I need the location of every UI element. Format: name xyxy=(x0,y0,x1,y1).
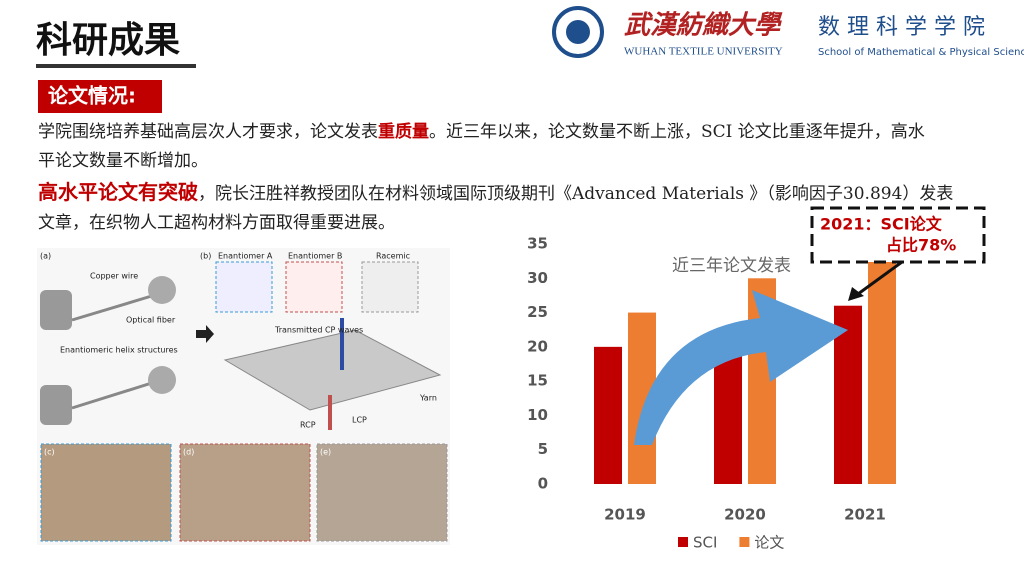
figure-label: Enantiomer B xyxy=(288,252,342,261)
y-tick-label: 25 xyxy=(527,303,548,321)
logo-core xyxy=(566,20,590,44)
figure-label: (e) xyxy=(320,448,331,457)
figure-label: Yarn xyxy=(419,394,437,403)
motor xyxy=(40,290,72,330)
trend-arrow xyxy=(634,290,848,445)
annotation-arrow xyxy=(857,260,903,296)
annotation: 占比78% xyxy=(886,236,956,255)
y-tick-label: 15 xyxy=(527,372,548,390)
figure-label: (a) xyxy=(40,252,51,261)
annotation: 2021：SCI论文 xyxy=(820,215,943,234)
figure-label: Copper wire xyxy=(90,272,138,281)
y-tick-label: 35 xyxy=(527,235,548,253)
figure-label: Enantiomeric helix structures xyxy=(60,346,178,355)
text: ，院长汪胜祥教授团队在材料领域国际顶级期刊《Advanced Materials… xyxy=(38,184,954,233)
y-tick-label: 0 xyxy=(538,475,548,493)
bar xyxy=(868,257,896,484)
section-box xyxy=(38,80,162,113)
photo xyxy=(40,443,172,542)
school-cn: 数 理 科 学 学 院 xyxy=(818,15,985,40)
y-tick-label: 10 xyxy=(527,406,548,424)
highlight: 高水平论文有突破 xyxy=(38,180,198,204)
figure-label: (b) xyxy=(200,252,211,261)
text: 。近三年以来，论文数量不断上涨，SCI 论文比重逐年提升，高水平论文数量不断增加… xyxy=(38,122,925,171)
panel xyxy=(215,261,273,313)
figure: (a) (b) Copper wire Optical fiber Enanti… xyxy=(37,248,450,545)
paragraph: 学院围绕培养基础高层次人才要求，论文发表重质量。近三年以来，论文数量不断上涨，S… xyxy=(38,118,938,176)
spool xyxy=(148,366,176,394)
figure-label: Optical fiber xyxy=(126,316,176,325)
y-tick-label: 30 xyxy=(527,269,548,287)
figure-label: Enantiomer A xyxy=(218,252,273,261)
legend-label: SCI xyxy=(693,534,717,552)
paragraph: 高水平论文有突破，院长汪胜祥教授团队在材料领域国际顶级期刊《Advanced M… xyxy=(38,178,958,238)
annotation-box xyxy=(810,206,986,264)
highlight: 重质量 xyxy=(378,122,429,142)
x-tick-label: 2019 xyxy=(604,506,646,524)
legend-swatch xyxy=(678,537,688,547)
text: 学院围绕培养基础高层次人才要求，论文发表 xyxy=(38,122,378,142)
y-tick-label: 5 xyxy=(538,440,548,458)
university-cn: 武漢紡織大學 xyxy=(624,11,783,41)
legend-swatch xyxy=(739,537,750,547)
photo xyxy=(179,443,311,542)
figure-label: Transmitted CP waves xyxy=(274,326,363,335)
panel xyxy=(285,261,343,313)
photo xyxy=(316,443,448,542)
motor xyxy=(40,385,72,425)
title: 科研成果 xyxy=(36,20,180,61)
helix xyxy=(71,293,156,322)
school-en: School of Mathematical & Physical Scienc… xyxy=(818,47,1024,58)
figure-label: (d) xyxy=(183,448,194,457)
figure-label: Racemic xyxy=(376,252,410,261)
helix xyxy=(71,380,156,410)
x-tick-label: 2020 xyxy=(724,506,766,524)
bar xyxy=(594,346,622,484)
title-underline xyxy=(36,64,196,68)
arrow xyxy=(196,325,214,343)
figure-label: RCP xyxy=(300,421,316,430)
university-en: WUHAN TEXTILE UNIVERSITY xyxy=(624,46,783,58)
figure-label: LCP xyxy=(352,416,367,425)
fabric xyxy=(223,329,442,411)
annotation-arrowhead xyxy=(848,287,864,301)
spool xyxy=(148,276,176,304)
section-label: 论文情况: xyxy=(48,84,136,108)
chart-title: 近三年论文发表 xyxy=(672,256,791,276)
legend-label: 论文 xyxy=(754,534,784,552)
chart: 近三年论文发表 0 5 10 15 20 25 30 35 2019 2020 2021 SCI 论文 xyxy=(527,235,896,552)
y-tick-label: 20 xyxy=(527,337,548,355)
logo xyxy=(552,6,604,58)
x-tick-label: 2021 xyxy=(844,506,886,524)
figure-label: (c) xyxy=(44,448,55,457)
panel xyxy=(361,261,419,313)
